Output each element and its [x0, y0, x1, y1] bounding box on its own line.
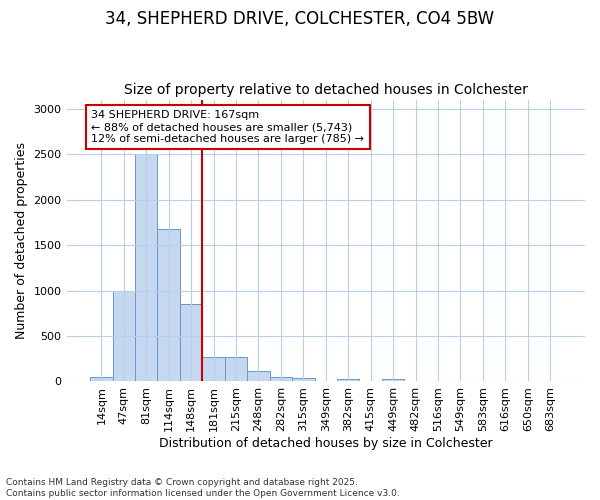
- Bar: [157, 228, 180, 382]
- Y-axis label: Number of detached properties: Number of detached properties: [15, 142, 28, 339]
- Bar: [90, 377, 113, 382]
- Bar: [113, 290, 135, 382]
- Bar: [202, 357, 225, 382]
- Bar: [337, 378, 359, 382]
- Bar: [382, 379, 404, 382]
- Bar: [180, 304, 202, 382]
- Bar: [269, 377, 292, 382]
- Title: Size of property relative to detached houses in Colchester: Size of property relative to detached ho…: [124, 83, 528, 97]
- Text: 34, SHEPHERD DRIVE, COLCHESTER, CO4 5BW: 34, SHEPHERD DRIVE, COLCHESTER, CO4 5BW: [106, 10, 494, 28]
- Bar: [247, 370, 269, 382]
- Bar: [225, 357, 247, 382]
- Bar: [135, 154, 157, 382]
- Text: 34 SHEPHERD DRIVE: 167sqm
← 88% of detached houses are smaller (5,743)
12% of se: 34 SHEPHERD DRIVE: 167sqm ← 88% of detac…: [91, 110, 364, 144]
- Text: Contains HM Land Registry data © Crown copyright and database right 2025.
Contai: Contains HM Land Registry data © Crown c…: [6, 478, 400, 498]
- X-axis label: Distribution of detached houses by size in Colchester: Distribution of detached houses by size …: [159, 437, 493, 450]
- Bar: [292, 378, 314, 382]
